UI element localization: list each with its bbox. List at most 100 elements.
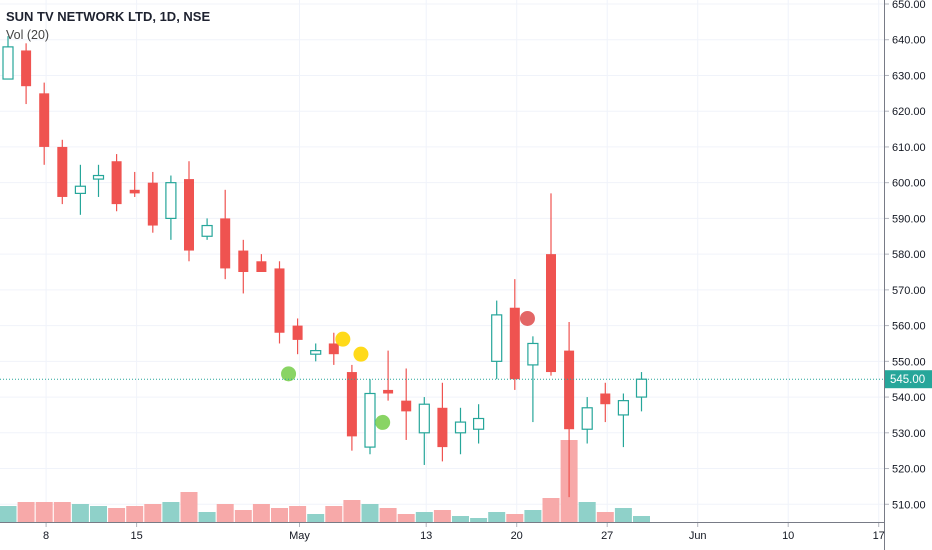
signal-dot	[353, 346, 369, 362]
candle-body	[437, 407, 448, 448]
candle-body	[256, 261, 267, 272]
candle-body	[509, 307, 520, 380]
signal-dot	[335, 331, 351, 347]
candle-body	[454, 421, 467, 434]
price-tick-label: 600.00	[892, 178, 926, 190]
volume-bar	[71, 504, 89, 522]
volume-bar	[90, 506, 107, 522]
volume-bar	[180, 492, 198, 522]
volume-bar	[144, 504, 162, 522]
volume-bar	[108, 508, 126, 522]
volume-bar	[252, 504, 270, 522]
candle-body	[418, 403, 430, 434]
volume-bar	[162, 502, 180, 522]
candle-body	[491, 314, 503, 362]
volume-bar	[542, 498, 560, 522]
time-tick-label: Jun	[689, 530, 707, 542]
last-price-label: 545.00	[890, 374, 925, 386]
price-tick-label: 620.00	[892, 106, 926, 118]
volume-bar	[0, 506, 17, 522]
volume-bar	[578, 502, 596, 522]
volume-bar	[17, 502, 35, 522]
time-tick-label: May	[289, 530, 310, 542]
candle-body	[92, 174, 105, 180]
candle-body	[328, 343, 339, 355]
candle-body	[635, 378, 648, 398]
candle-body	[617, 400, 630, 416]
candle-body	[2, 46, 14, 80]
time-tick-label: 10	[782, 530, 794, 542]
time-tick-label: 27	[601, 530, 613, 542]
volume-bar	[126, 506, 144, 522]
volume-bar	[614, 508, 632, 522]
chart-legend: SUN TV NETWORK LTD, 1D, NSE Vol (20)	[6, 8, 210, 44]
candle-body	[39, 93, 50, 147]
volume-bar	[198, 512, 216, 522]
candle-body	[581, 407, 593, 430]
time-tick-label: 13	[420, 530, 432, 542]
price-tick-label: 520.00	[892, 464, 926, 476]
symbol-title[interactable]: SUN TV NETWORK LTD, 1D, NSE	[6, 9, 211, 24]
volume-bar	[379, 508, 397, 522]
price-tick-label: 650.00	[892, 0, 926, 11]
time-tick-label: 15	[130, 530, 142, 542]
candle-body	[57, 146, 68, 197]
volume-bar	[216, 504, 234, 522]
candle-body	[184, 179, 194, 251]
candle-body	[600, 393, 611, 405]
price-axis[interactable]: 650.00 640.00 630.00 620.00 610.00 600.00 590.…	[884, 0, 932, 550]
volume-bar	[343, 500, 361, 522]
candle-body	[129, 189, 140, 194]
time-axis[interactable]: 8 15 May 13 20 27 Jun 10 17	[0, 522, 885, 542]
price-tick-label: 560.00	[892, 321, 926, 333]
candle-body	[238, 250, 249, 272]
volume-bar	[596, 512, 614, 522]
volume-bar	[325, 506, 343, 522]
volume-bar	[307, 514, 325, 522]
signal-markers	[281, 310, 535, 430]
volume-bar	[433, 510, 451, 522]
signal-dot	[519, 310, 535, 326]
volume-bars	[0, 440, 650, 522]
candle-body	[473, 417, 485, 430]
price-tick-label: 550.00	[892, 356, 926, 368]
volume-bar	[633, 516, 650, 522]
candles	[2, 36, 648, 498]
volume-bar	[35, 502, 53, 522]
candle-body	[220, 218, 231, 269]
volume-bar	[415, 512, 433, 522]
signal-dot	[281, 366, 297, 382]
candle-body	[147, 182, 158, 226]
price-tick-label: 580.00	[892, 249, 926, 261]
candle-body	[364, 392, 376, 448]
candle-body	[274, 268, 285, 333]
candle-body	[564, 350, 575, 430]
price-tick-label: 590.00	[892, 213, 926, 225]
volume-bar	[53, 502, 71, 522]
candle-body	[74, 185, 87, 194]
volume-bar	[506, 514, 524, 522]
volume-indicator-label[interactable]: Vol (20)	[6, 28, 50, 42]
candle-body	[21, 50, 32, 87]
signal-dot	[375, 414, 391, 430]
volume-bar	[524, 510, 542, 522]
price-tick-label: 610.00	[892, 142, 926, 154]
candle-body	[401, 400, 412, 412]
volume-bar	[289, 506, 307, 522]
volume-bar	[361, 504, 379, 522]
volume-bar	[271, 508, 288, 522]
volume-bar	[470, 518, 488, 522]
candle-body	[383, 389, 394, 394]
last-price-badge	[885, 370, 932, 389]
candle-body	[111, 161, 122, 205]
candle-body	[165, 182, 177, 220]
price-tick-label: 640.00	[892, 35, 926, 47]
candle-body	[546, 254, 556, 373]
price-tick-label: 510.00	[892, 499, 926, 511]
candle-body	[292, 325, 303, 340]
price-tick-label: 630.00	[892, 70, 926, 82]
price-tick-label: 570.00	[892, 285, 926, 297]
volume-bar	[234, 510, 252, 522]
candle-body	[201, 224, 213, 237]
